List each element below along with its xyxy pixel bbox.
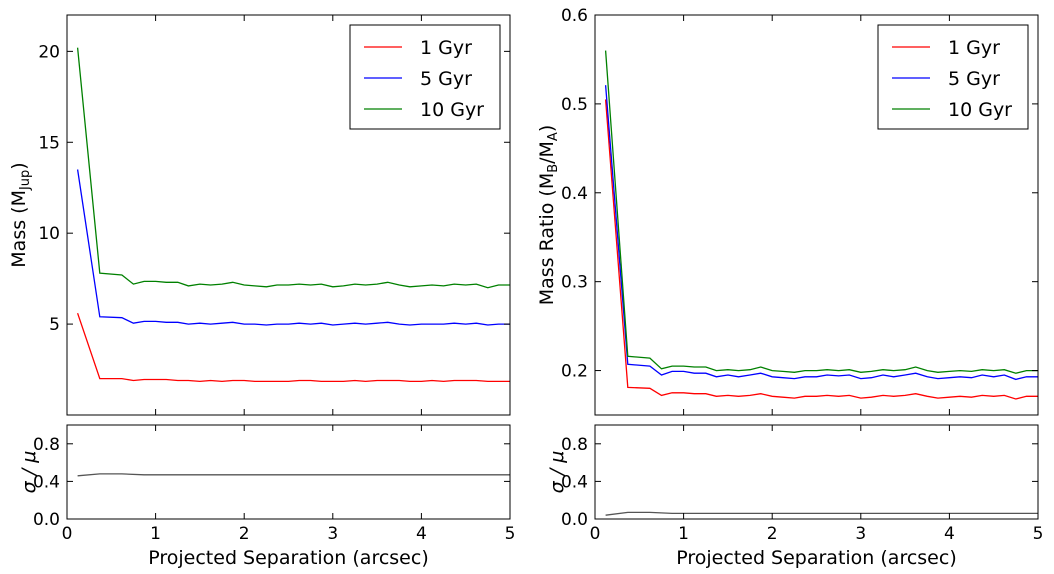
y-tick-label: 0.4 <box>561 472 588 492</box>
x-tick-label: 4 <box>416 524 427 544</box>
axes-frame <box>594 14 1039 416</box>
y-tick-label: 0.8 <box>33 435 60 455</box>
x-tick-label: 2 <box>767 524 778 544</box>
legend-label: 1 Gyr <box>948 37 1000 59</box>
y-tick-label: 0.6 <box>561 6 588 26</box>
y-tick-label: 15 <box>38 133 60 153</box>
series-line-right-bottom-0 <box>605 511 1038 516</box>
x-tick-label: 1 <box>678 524 689 544</box>
x-tick-label: 0 <box>590 524 601 544</box>
x-tick-label: 5 <box>1033 524 1044 544</box>
series-line-right-top-2 <box>604 50 1038 374</box>
x-tick-label: 5 <box>505 524 516 544</box>
y-tick-label: 20 <box>38 42 60 62</box>
y-axis-label: σ / μ <box>546 451 568 494</box>
y-axis-label: Mass (MJup) <box>8 162 33 267</box>
panel-right-top: 0.2 0.3 0.4 0.5 0.6 Mass Ratio (MB/MA) 1 Gyr 5 … <box>536 6 1039 416</box>
series-line-left-top-1 <box>76 169 510 326</box>
x-axis-label: Projected Separation (arcsec) <box>676 547 956 569</box>
y-tick-label: 0.3 <box>561 273 588 293</box>
series-line-left-top-0 <box>76 312 510 383</box>
y-tick-label: 5 <box>49 315 60 335</box>
y-tick-label: 0.4 <box>33 472 60 492</box>
y-tick-label: 10 <box>38 224 60 244</box>
x-tick-label: 3 <box>327 524 338 544</box>
x-tick-label: 3 <box>855 524 866 544</box>
y-tick-label: 0.8 <box>561 435 588 455</box>
y-tick-label: 0.4 <box>561 184 588 204</box>
legend-box <box>349 24 501 130</box>
x-tick-label: 1 <box>150 524 161 544</box>
legend-box <box>877 24 1029 130</box>
panel-left-bottom: 0.0 0.4 0.8 0 1 2 3 4 5 Projected Separation (arc… <box>18 424 516 569</box>
x-axis-label: Projected Separation (arcsec) <box>148 547 428 569</box>
series-line-right-top-1 <box>604 85 1038 381</box>
legend-label: 10 Gyr <box>420 99 484 121</box>
x-tick-label: 0 <box>62 524 73 544</box>
y-tick-label: 0.0 <box>561 510 588 530</box>
legend: 1 Gyr 5 Gyr 10 Gyr <box>349 24 501 130</box>
series-line-right-top-0 <box>604 99 1038 400</box>
axes-frame <box>594 424 1039 520</box>
panel-right-bottom: 0.0 0.4 0.8 0 1 2 3 4 5 Projected Separation (arc… <box>546 424 1044 569</box>
x-tick-label: 4 <box>944 524 955 544</box>
legend-label: 5 Gyr <box>420 68 472 90</box>
legend: 1 Gyr 5 Gyr 10 Gyr <box>877 24 1029 130</box>
x-tick-label: 2 <box>239 524 250 544</box>
y-tick-label: 0.0 <box>33 510 60 530</box>
y-axis-label: σ / μ <box>18 451 40 494</box>
series-line-left-top-2 <box>76 47 510 289</box>
axes-frame <box>66 14 511 416</box>
y-tick-label: 0.2 <box>561 362 588 382</box>
legend-label: 5 Gyr <box>948 68 1000 90</box>
y-tick-label: 0.5 <box>561 95 588 115</box>
panel-left-top: 5 10 15 20 Mass (MJup) 1 Gyr 5 Gyr 10 Gyr <box>8 14 511 416</box>
series-line-left-bottom-0 <box>77 473 510 477</box>
y-axis-label: Mass Ratio (MB/MA) <box>536 125 561 306</box>
legend-label: 10 Gyr <box>948 99 1012 121</box>
legend-label: 1 Gyr <box>420 37 472 59</box>
axes-frame <box>66 424 511 520</box>
